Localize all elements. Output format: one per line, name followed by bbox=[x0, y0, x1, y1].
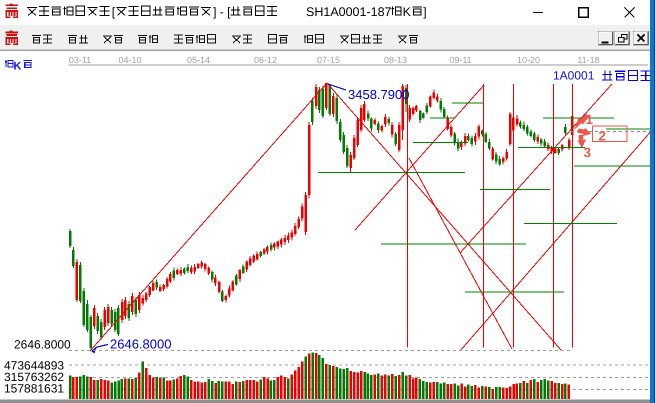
svg-text:11-18: 11-18 bbox=[577, 55, 599, 65]
svg-text:1A0001: 1A0001 bbox=[553, 69, 595, 83]
svg-text:08-13: 08-13 bbox=[384, 55, 407, 65]
svg-text:]: ] bbox=[423, 5, 426, 19]
svg-text:157881631: 157881631 bbox=[4, 382, 64, 396]
svg-text:03-11: 03-11 bbox=[69, 55, 91, 65]
svg-text:2646.8000: 2646.8000 bbox=[110, 337, 171, 352]
svg-text:1: 1 bbox=[586, 112, 594, 127]
svg-text:SH1A0001-187: SH1A0001-187 bbox=[306, 5, 392, 19]
svg-text:04-10: 04-10 bbox=[118, 55, 141, 65]
svg-text:3458.7900: 3458.7900 bbox=[348, 87, 409, 102]
svg-text:315763262: 315763262 bbox=[4, 370, 64, 384]
svg-text:05-14: 05-14 bbox=[187, 55, 210, 65]
svg-text:473644893: 473644893 bbox=[4, 359, 64, 373]
svg-text:3: 3 bbox=[584, 145, 592, 160]
svg-text:09-11: 09-11 bbox=[449, 55, 471, 65]
svg-text:06-12: 06-12 bbox=[254, 55, 277, 65]
svg-text:K: K bbox=[403, 5, 412, 19]
svg-text:07-15: 07-15 bbox=[317, 55, 340, 65]
svg-text:10-20: 10-20 bbox=[517, 55, 540, 65]
svg-text:[: [ bbox=[112, 5, 116, 19]
svg-text:K: K bbox=[14, 61, 22, 73]
svg-text:2: 2 bbox=[599, 129, 607, 144]
svg-text:2646.8000: 2646.8000 bbox=[14, 338, 71, 352]
svg-text:] - [: ] - [ bbox=[213, 5, 231, 19]
